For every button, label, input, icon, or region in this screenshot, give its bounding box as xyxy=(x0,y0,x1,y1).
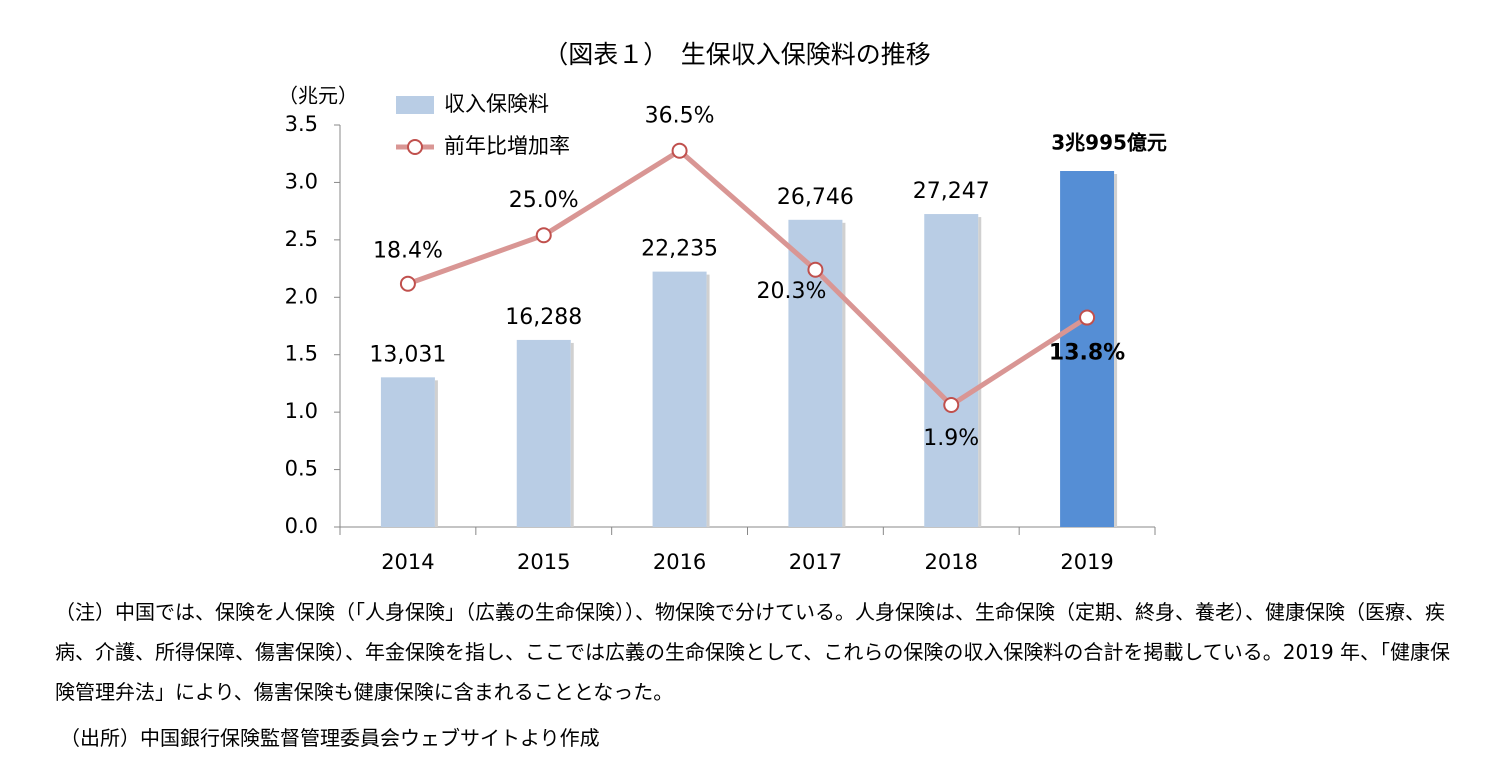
chart: （図表１） 生保収入保険料の推移 （兆元） 0.0 0.5 1.0 1.5 2.0 2.5… xyxy=(278,40,1167,574)
bar xyxy=(380,377,435,527)
x-tick-label: 2016 xyxy=(653,550,706,574)
bar-value-label: 3兆995億元 xyxy=(1051,131,1167,155)
y-tick-label: 3.5 xyxy=(285,112,318,136)
bar-value-label: 16,288 xyxy=(505,305,582,330)
y-tick-label: 3.0 xyxy=(285,169,318,193)
bar xyxy=(652,271,707,527)
legend-swatch xyxy=(396,96,434,114)
line-value-label: 13.8% xyxy=(1049,341,1125,366)
line-marker xyxy=(1079,309,1096,326)
line-marker xyxy=(671,142,688,159)
bar-shadow xyxy=(978,217,982,527)
bar-shadow xyxy=(1114,174,1118,527)
line-value-label: 25.0% xyxy=(509,188,579,213)
line xyxy=(407,147,1089,409)
legend-label: 前年比増加率 xyxy=(444,134,570,158)
y-tick-label: 1.5 xyxy=(285,342,318,366)
x-tick-label: 2018 xyxy=(925,550,978,574)
line-marker xyxy=(535,227,552,244)
x-tick-label: 2017 xyxy=(789,550,842,574)
bar-shadow xyxy=(570,342,574,527)
line-marker xyxy=(399,275,416,292)
bar-value-label: 13,031 xyxy=(369,342,446,367)
bar-shadow xyxy=(706,274,710,527)
line-value-label: 18.4% xyxy=(373,239,443,264)
y-tick-label: 0.0 xyxy=(285,514,318,538)
line-marker xyxy=(943,397,960,414)
bar-shadow xyxy=(434,380,438,527)
legend-marker xyxy=(407,139,423,155)
bar-value-label: 22,235 xyxy=(641,237,718,262)
bar xyxy=(516,339,571,527)
y-axis-label: （兆元） xyxy=(278,84,358,108)
note: （注）中国では、保険を人保険（「人身保険」（広義の生命保険））、物保険で分けてい… xyxy=(55,600,1451,704)
line-marker xyxy=(807,261,824,278)
bar-value-label: 26,746 xyxy=(777,185,854,210)
chart-title: （図表１） 生保収入保険料の推移 xyxy=(543,40,931,69)
bar xyxy=(924,214,979,527)
line-value-label: 36.5% xyxy=(645,104,715,129)
x-tick-label: 2014 xyxy=(381,550,434,574)
source: （出所）中国銀行保険監督管理委員会ウェブサイトより作成 xyxy=(60,726,600,750)
bar xyxy=(1060,171,1115,527)
line-value-label: 1.9% xyxy=(923,426,979,451)
y-tick-label: 2.0 xyxy=(285,284,318,308)
y-tick-label: 1.0 xyxy=(285,399,318,423)
line-value-label: 20.3% xyxy=(756,279,826,304)
y-tick-label: 0.5 xyxy=(285,457,318,481)
y-tick-label: 2.5 xyxy=(285,227,318,251)
bar-shadow xyxy=(842,222,846,527)
x-tick-label: 2015 xyxy=(517,550,570,574)
x-tick-label: 2019 xyxy=(1060,550,1113,574)
legend-label: 収入保険料 xyxy=(444,92,549,116)
bar-value-label: 27,247 xyxy=(913,179,990,204)
